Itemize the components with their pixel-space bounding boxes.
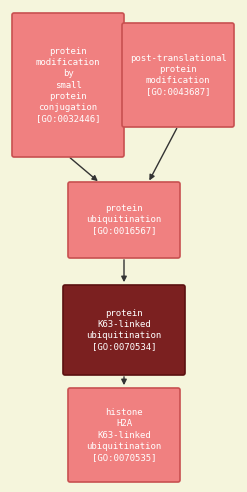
Text: histone
H2A
K63-linked
ubiquitination
[GO:0070535]: histone H2A K63-linked ubiquitination [G… [86,408,162,461]
Text: post-translational
protein
modification
[GO:0043687]: post-translational protein modification … [130,54,226,96]
FancyBboxPatch shape [122,23,234,127]
Text: protein
ubiquitination
[GO:0016567]: protein ubiquitination [GO:0016567] [86,204,162,236]
FancyBboxPatch shape [68,182,180,258]
FancyBboxPatch shape [63,285,185,375]
FancyBboxPatch shape [68,388,180,482]
FancyBboxPatch shape [12,13,124,157]
Text: protein
K63-linked
ubiquitination
[GO:0070534]: protein K63-linked ubiquitination [GO:00… [86,309,162,351]
Text: protein
modification
by
small
protein
conjugation
[GO:0032446]: protein modification by small protein co… [36,47,100,123]
